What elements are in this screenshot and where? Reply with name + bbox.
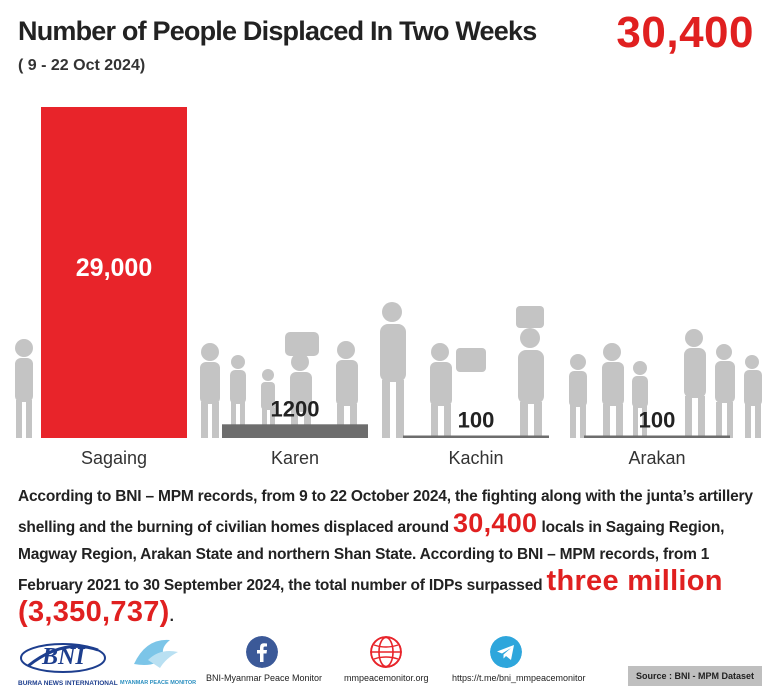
description-highlight-idps: three million (3,350,737) xyxy=(18,565,723,628)
value-label-kachin: 100 xyxy=(458,408,495,433)
total-displaced: 30,400 xyxy=(616,8,754,57)
facebook-icon[interactable] xyxy=(246,636,278,668)
category-label-kachin: Kachin xyxy=(448,448,503,468)
bni-logo: BNI BURMA NEWS INTERNATIONAL xyxy=(18,636,118,688)
description-text-3: . xyxy=(169,608,174,625)
category-label-arakan: Arakan xyxy=(628,448,685,468)
description-text-2: locals in Sagaing Region, Magway Region,… xyxy=(18,519,725,594)
bni-emblem-icon xyxy=(20,643,106,673)
footer: BNI BURMA NEWS INTERNATIONAL MYANMAR PEA… xyxy=(0,630,768,697)
category-label-karen: Karen xyxy=(271,448,319,468)
source-note: Source : BNI - MPM Dataset xyxy=(627,666,762,686)
website-link[interactable]: mmpeacemonitor.org xyxy=(344,673,429,683)
description-paragraph: According to BNI – MPM records, from 9 t… xyxy=(18,483,758,630)
mpm-logo: MYANMAR PEACE MONITOR xyxy=(120,634,196,688)
value-label-arakan: 100 xyxy=(639,408,676,433)
bar-chart: 29,000 1200 100 100 Sagaing Karen Kachin Araka… xyxy=(15,107,762,468)
bni-logo-text: BNI xyxy=(42,644,85,670)
chart-subtitle: ( 9 - 22 Oct 2024) xyxy=(18,57,146,74)
telegram-link[interactable]: https://t.me/bni_mmpeacemonitor xyxy=(452,673,586,683)
value-label-sagaing: 29,000 xyxy=(76,254,152,282)
bni-caption: BURMA NEWS INTERNATIONAL xyxy=(18,680,118,687)
globe-icon[interactable] xyxy=(370,636,402,668)
bar-sagaing xyxy=(41,107,187,438)
telegram-icon[interactable] xyxy=(490,636,522,668)
bar-kachin xyxy=(403,435,549,438)
bar-arakan xyxy=(584,435,730,438)
category-label-sagaing: Sagaing xyxy=(81,448,147,468)
description-highlight-total: 30,400 xyxy=(452,508,538,538)
value-label-karen: 1200 xyxy=(271,396,320,421)
facebook-link[interactable]: BNI-Myanmar Peace Monitor xyxy=(206,673,323,683)
dove-icon xyxy=(134,639,178,668)
bar-karen xyxy=(222,424,368,438)
mpm-caption: MYANMAR PEACE MONITOR xyxy=(120,680,197,686)
chart-title: Number of People Displaced In Two Weeks xyxy=(18,16,537,46)
description-text-1: According to BNI – MPM records, from 9 t… xyxy=(18,488,753,536)
